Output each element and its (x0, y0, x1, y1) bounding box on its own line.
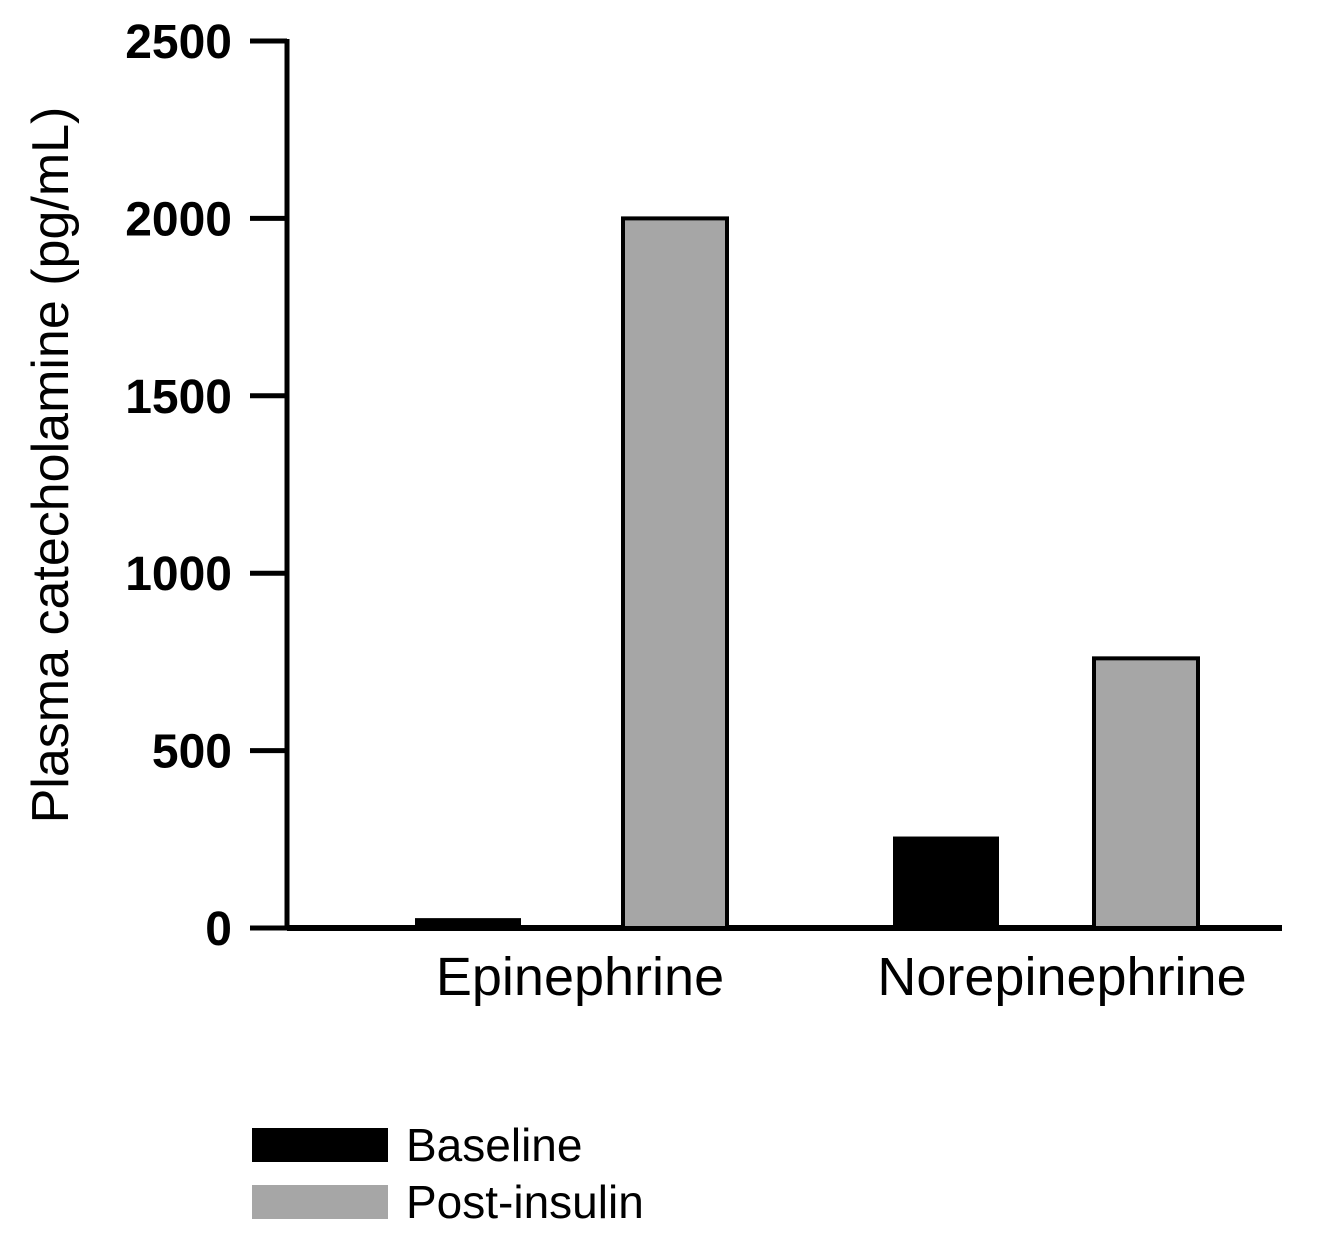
y-axis-label: Plasma catecholamine (pg/mL) (22, 107, 80, 824)
bar-baseline-epinephrine (415, 918, 521, 930)
legend-swatch-baseline (252, 1128, 388, 1162)
x-category-label: Norepinephrine (877, 947, 1246, 1007)
legend-label: Post-insulin (406, 1176, 644, 1228)
y-ticks: 0 500 1000 1500 2000 2500 (125, 16, 287, 956)
y-tick-label: 0 (205, 903, 232, 956)
bar-baseline-norepinephrine (893, 836, 999, 929)
y-tick-label: 1000 (125, 548, 232, 601)
bars (415, 216, 1200, 930)
x-category-label: Epinephrine (436, 947, 724, 1007)
bar-post-insulin-norepinephrine (1092, 656, 1200, 930)
y-tick-label: 2000 (125, 193, 232, 246)
bar-post-insulin-epinephrine (621, 216, 729, 930)
legend-label: Baseline (406, 1119, 582, 1171)
plot-area: 0 500 1000 1500 2000 2500 Epinephrine Norepine… (125, 16, 1282, 1007)
legend-swatch-post-insulin (252, 1185, 388, 1219)
y-tick-label: 2500 (125, 16, 232, 69)
x-category-labels: Epinephrine Norepinephrine (436, 947, 1247, 1007)
y-tick-label: 1500 (125, 371, 232, 424)
y-tick-label: 500 (152, 726, 232, 779)
